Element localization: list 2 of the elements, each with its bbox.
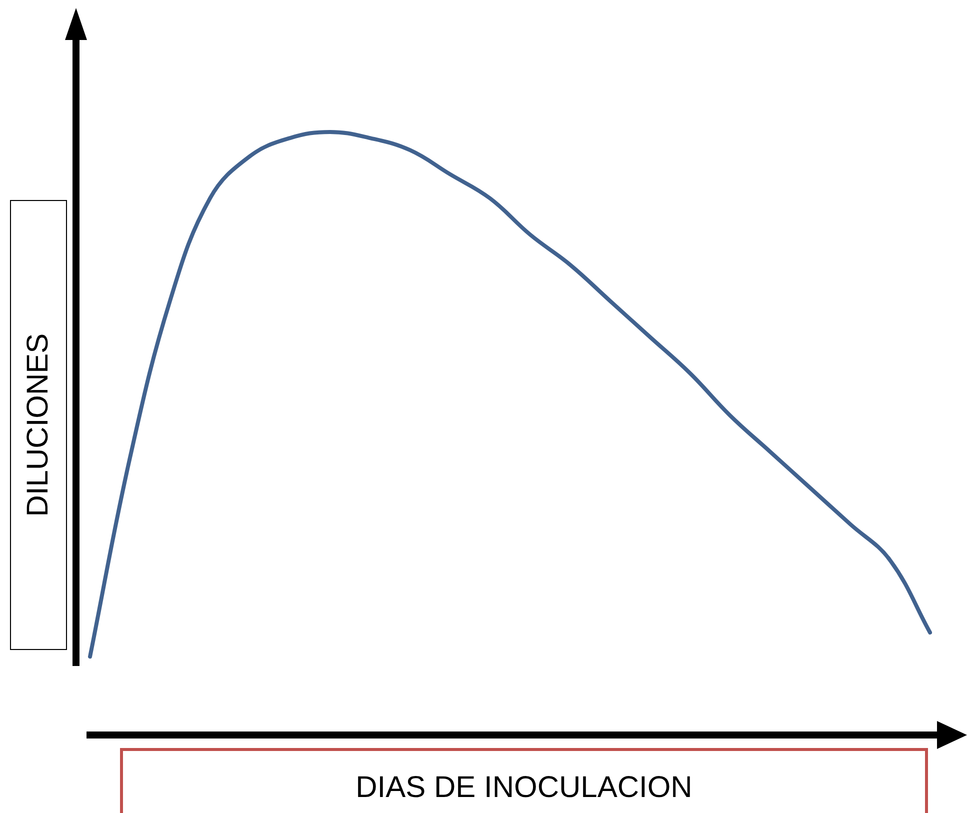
y-axis-title: DILUCIONES bbox=[22, 333, 56, 517]
x-axis-title: DIAS DE INOCULACION bbox=[120, 748, 928, 813]
